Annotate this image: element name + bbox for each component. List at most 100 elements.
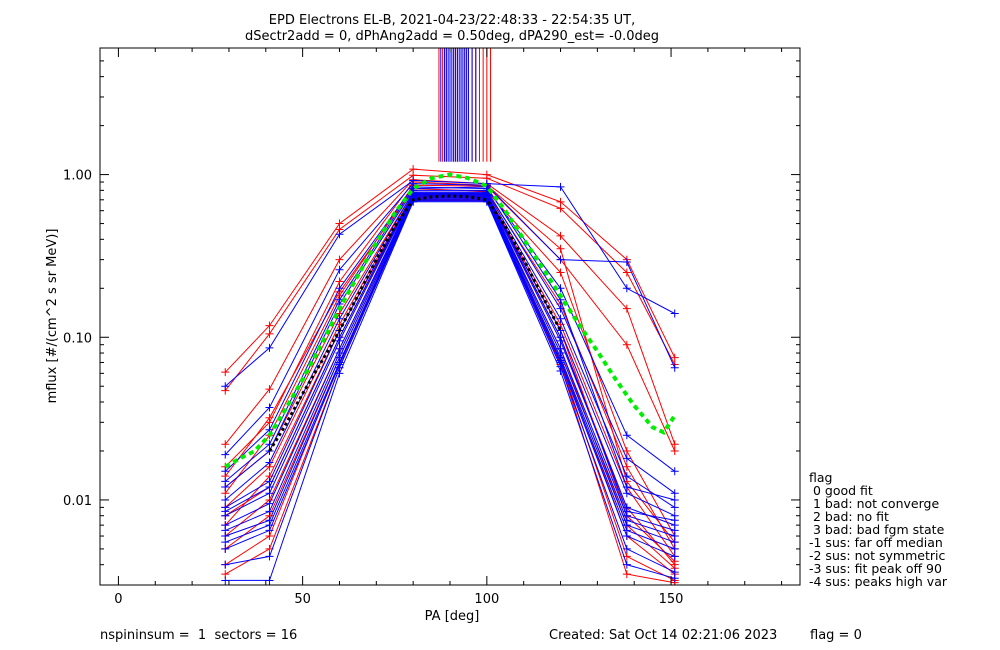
data-point-marker <box>622 570 631 579</box>
y-tick-label: 0.10 <box>63 331 92 346</box>
data-point-marker <box>670 467 679 476</box>
legend-entry: 0 good fit <box>809 483 873 498</box>
x-tick-label: 50 <box>294 592 311 607</box>
x-axis-label: PA [deg] <box>425 609 480 624</box>
data-point-marker <box>556 182 565 191</box>
data-point-marker <box>221 450 230 459</box>
fit-peak-lines <box>438 48 492 162</box>
data-point-marker <box>221 507 230 516</box>
legend-entry: -3 sus: fit peak off 90 <box>809 561 942 576</box>
data-point-marker <box>622 446 631 455</box>
data-point-marker <box>335 369 344 378</box>
data-point-marker <box>221 477 230 486</box>
data-point-marker <box>221 440 230 449</box>
data-point-marker <box>335 284 344 293</box>
series-line <box>224 183 676 455</box>
series-line <box>224 189 675 494</box>
legend-entry: 3 bad: bad fgm state <box>809 522 945 537</box>
series-line <box>225 200 675 573</box>
data-point-marker <box>265 329 274 338</box>
data-point-marker <box>556 255 565 264</box>
legend-entry: -2 sus: not symmetric <box>809 548 945 563</box>
series-line <box>224 168 676 373</box>
data-point-marker <box>622 258 631 267</box>
y-tick-label: 1.00 <box>63 169 92 184</box>
data-point-marker <box>622 544 631 553</box>
data-point-marker <box>670 309 679 318</box>
data-point-marker <box>221 382 230 391</box>
footer-flag: flag = 0 <box>810 628 862 643</box>
data-point-marker <box>221 538 230 547</box>
data-point-marker <box>556 314 565 323</box>
data-point-marker <box>622 462 631 471</box>
data-point-marker <box>670 516 679 525</box>
data-point-marker <box>670 544 679 553</box>
series-line <box>224 184 676 494</box>
data-point-marker <box>670 446 679 455</box>
x-tick-label: 100 <box>474 592 499 607</box>
footer-spin-info: nspininsum = 1 sectors = 16 <box>100 628 297 643</box>
data-point-marker <box>622 560 631 569</box>
data-point-marker <box>670 538 679 547</box>
series-line <box>224 191 675 508</box>
data-point-marker <box>556 204 565 213</box>
series-line <box>224 181 676 543</box>
data-point-marker <box>556 231 565 240</box>
data-point-marker <box>265 576 274 585</box>
data-point-marker <box>265 458 274 467</box>
series-line <box>225 199 675 557</box>
data-point-marker <box>556 268 565 277</box>
data-point-marker <box>221 576 230 585</box>
data-point-marker <box>265 483 274 492</box>
data-point-marker <box>556 333 565 342</box>
data-point-marker <box>335 255 344 264</box>
data-point-marker <box>221 467 230 476</box>
data-point-marker <box>221 368 230 377</box>
data-point-marker <box>670 353 679 362</box>
legend-entry: -1 sus: far off median <box>809 535 943 550</box>
legend-entry: 2 bad: no fit <box>809 509 889 524</box>
legend-entry: 1 bad: not converge <box>809 496 939 511</box>
series-line <box>225 198 675 550</box>
data-point-marker <box>556 244 565 253</box>
data-point-marker <box>335 230 344 239</box>
data-point-marker <box>622 431 631 440</box>
footer-created: Created: Sat Oct 14 02:21:06 2023 <box>549 628 777 643</box>
data-point-marker <box>265 343 274 352</box>
data-point-marker <box>221 560 230 569</box>
series-layer <box>221 165 679 585</box>
data-point-marker <box>622 340 631 349</box>
data-point-marker <box>265 552 274 561</box>
data-point-marker <box>622 284 631 293</box>
data-point-marker <box>670 489 679 498</box>
data-point-marker <box>265 385 274 394</box>
data-point-marker <box>265 507 274 516</box>
data-point-marker <box>556 367 565 376</box>
chart-title-line-2: dSectr2add = 0, dPhAng2add = 0.50deg, dP… <box>245 29 659 44</box>
y-tick-label: 0.01 <box>63 494 92 509</box>
data-point-marker <box>670 574 679 583</box>
x-tick-label: 0 <box>114 592 122 607</box>
x-tick-label: 150 <box>659 592 684 607</box>
data-point-marker <box>265 499 274 508</box>
median-fit-curve <box>224 172 677 469</box>
data-point-marker <box>670 552 679 561</box>
series-line <box>224 179 675 387</box>
data-point-marker <box>221 544 230 553</box>
data-point-marker <box>335 314 344 323</box>
legend-entry: -4 sus: peaks high var <box>809 574 948 589</box>
series-line <box>224 186 675 501</box>
series-line <box>225 197 675 543</box>
series-line <box>224 174 676 391</box>
data-point-marker <box>265 418 274 427</box>
data-point-marker <box>622 304 631 313</box>
data-point-marker <box>622 268 631 277</box>
data-point-marker <box>670 503 679 512</box>
data-point-marker <box>670 495 679 504</box>
data-point-marker <box>622 454 631 463</box>
data-point-marker <box>622 507 631 516</box>
data-point-marker <box>221 495 230 504</box>
data-point-marker <box>622 483 631 492</box>
data-point-marker <box>265 403 274 412</box>
